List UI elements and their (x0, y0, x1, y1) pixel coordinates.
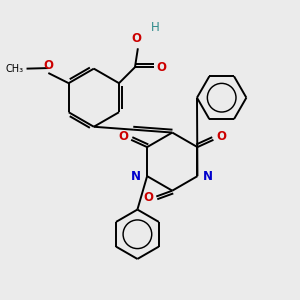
Text: O: O (43, 58, 53, 71)
Text: H: H (151, 21, 160, 34)
Text: N: N (203, 170, 213, 183)
Text: O: O (131, 32, 141, 45)
Text: CH₃: CH₃ (5, 64, 24, 74)
Text: O: O (156, 61, 166, 74)
Text: O: O (143, 191, 153, 204)
Text: O: O (118, 130, 128, 143)
Text: N: N (131, 170, 141, 183)
Text: O: O (216, 130, 226, 143)
